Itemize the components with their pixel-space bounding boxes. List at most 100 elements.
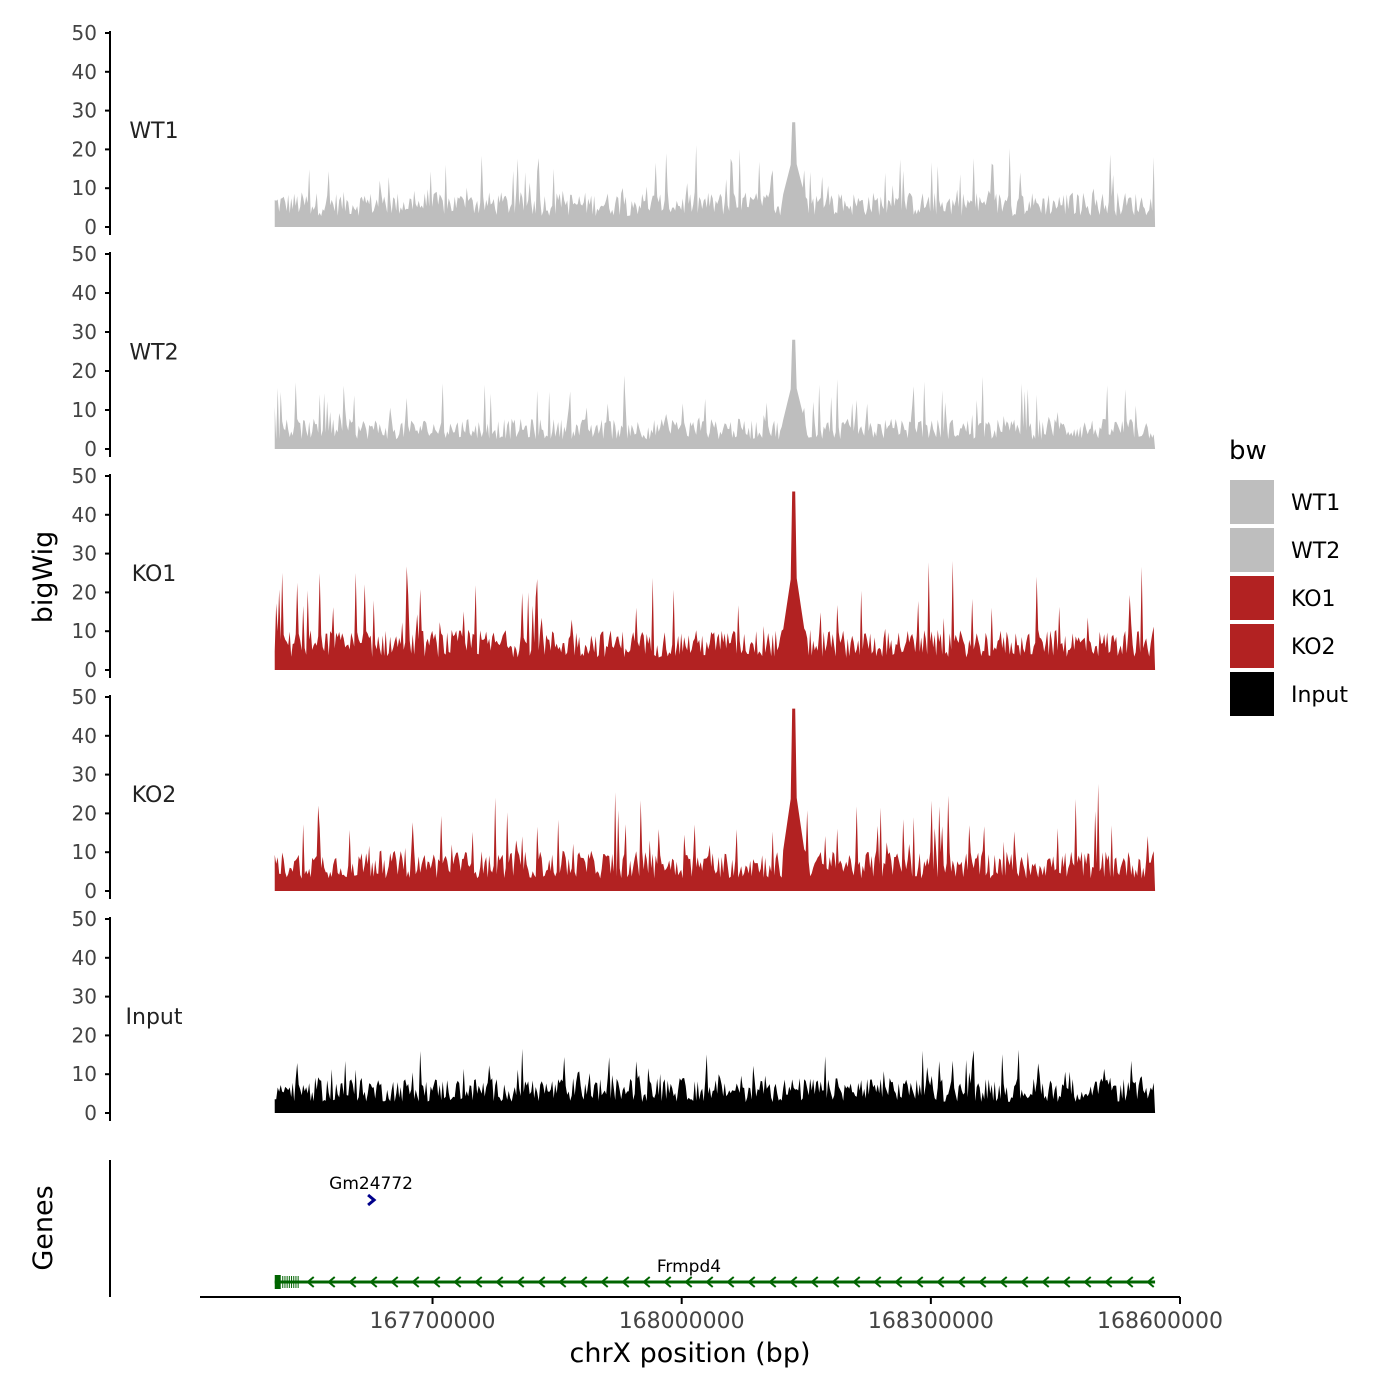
gene-strand-arrow <box>999 1276 1008 1288</box>
y-tick-label: 0 <box>84 437 97 461</box>
y-tick-label: 10 <box>72 398 97 422</box>
y-tick-label: 30 <box>72 320 97 344</box>
track-panel-wt2: 0 10 20 30 40 50 WT2 <box>72 242 1156 461</box>
gene-strand-arrow <box>1062 1276 1071 1288</box>
y-tick-label: 50 <box>72 685 97 709</box>
gene-strand-arrow <box>642 1276 651 1288</box>
gene-strand-arrow <box>1125 1276 1134 1288</box>
signal-area-input <box>274 1048 1156 1113</box>
gene-label: Gm24772 <box>329 1174 413 1194</box>
legend-swatch-wt2 <box>1230 528 1274 572</box>
gene-strand-arrow <box>367 1193 377 1207</box>
genes-panel-title: Genes <box>28 1185 59 1270</box>
gene-strand-arrow <box>621 1276 630 1288</box>
gene-strand-arrow <box>1104 1276 1113 1288</box>
gene-strand-arrow <box>789 1276 798 1288</box>
legend-label: Input <box>1291 683 1348 708</box>
gene-strand-arrow <box>453 1276 462 1288</box>
signal-area-ko2 <box>274 708 1156 891</box>
track-label: KO1 <box>132 562 177 587</box>
gene-strand-arrow <box>306 1276 315 1288</box>
y-tick-label: 10 <box>72 840 97 864</box>
y-tick-label: 10 <box>72 176 97 200</box>
y-tick-label: 30 <box>72 985 97 1009</box>
genes-panel: Genes Gm24772 Frmpd4 <box>28 1160 1156 1297</box>
gene-strand-arrow <box>1020 1276 1029 1288</box>
y-tick-label: 40 <box>72 503 97 527</box>
gene-strand-arrow <box>390 1276 399 1288</box>
x-tick-label: 168000000 <box>619 1309 745 1334</box>
y-tick-label: 40 <box>72 946 97 970</box>
track-label: WT1 <box>129 119 178 144</box>
gene-strand-arrow <box>1041 1276 1050 1288</box>
signal-area-wt1 <box>274 122 1156 227</box>
y-tick-label: 0 <box>84 1101 97 1125</box>
track-label: Input <box>126 1005 183 1030</box>
gene-strand-arrow <box>726 1276 735 1288</box>
gene-strand-arrow <box>495 1276 504 1288</box>
gene-strand-arrow <box>600 1276 609 1288</box>
y-tick-label: 20 <box>72 359 97 383</box>
y-tick-label: 30 <box>72 763 97 787</box>
y-tick-label: 50 <box>72 907 97 931</box>
gene-strand-arrow <box>873 1276 882 1288</box>
y-tick-label: 30 <box>72 99 97 123</box>
gene-strand-arrow <box>537 1276 546 1288</box>
signal-area-ko1 <box>274 491 1156 670</box>
y-tick-label: 0 <box>84 879 97 903</box>
x-tick-label: 168600000 <box>1097 1309 1223 1334</box>
gene-strand-arrow <box>579 1276 588 1288</box>
gene-strand-arrow <box>747 1276 756 1288</box>
y-tick-label: 0 <box>84 215 97 239</box>
gene-strand-arrow <box>852 1276 861 1288</box>
gene-strand-arrow <box>558 1276 567 1288</box>
y-tick-label: 40 <box>72 281 97 305</box>
track-panel-ko1: 0 10 20 30 40 50 KO1 <box>72 464 1156 682</box>
x-tick-label: 167700000 <box>370 1309 496 1334</box>
gene-strand-arrow <box>474 1276 483 1288</box>
y-tick-label: 0 <box>84 658 97 682</box>
legend: bw WT1 WT2 KO1 KO2 Input <box>1229 436 1348 716</box>
gene-strand-arrow <box>411 1276 420 1288</box>
gene-exon <box>274 1275 281 1289</box>
legend-swatch-input <box>1230 672 1274 716</box>
y-tick-label: 20 <box>72 1023 97 1047</box>
gene-strand-arrow <box>516 1276 525 1288</box>
gene-strand-arrow <box>978 1276 987 1288</box>
legend-label: KO2 <box>1291 635 1336 660</box>
gene-strand-arrow <box>768 1276 777 1288</box>
signal-tracks: 0 10 20 30 40 50 WT1 0 10 20 30 40 50 WT2 0 10 20 30 40 50 K… <box>72 21 1156 1125</box>
legend-label: WT2 <box>1291 539 1340 564</box>
gene-strand-arrow <box>831 1276 840 1288</box>
signal-area-wt2 <box>274 339 1156 449</box>
gene-strand-arrow <box>663 1276 672 1288</box>
track-panel-ko2: 0 10 20 30 40 50 KO2 <box>72 685 1156 903</box>
gene-strand-arrow <box>1146 1276 1155 1288</box>
gene-strand-arrow <box>684 1276 693 1288</box>
legend-title: bw <box>1229 436 1267 466</box>
gene-strand-arrow <box>369 1276 378 1288</box>
y-tick-label: 40 <box>72 60 97 84</box>
gene-strand-arrow <box>810 1276 819 1288</box>
legend-swatch-ko1 <box>1230 576 1274 620</box>
y-tick-label: 20 <box>72 137 97 161</box>
gene-strand-arrow <box>705 1276 714 1288</box>
y-tick-label: 50 <box>72 464 97 488</box>
y-tick-label: 50 <box>72 242 97 266</box>
track-label: WT2 <box>129 341 178 366</box>
x-axis-title: chrX position (bp) <box>569 1338 810 1369</box>
legend-label: KO1 <box>1291 587 1336 612</box>
y-tick-label: 20 <box>72 801 97 825</box>
y-tick-label: 40 <box>72 724 97 748</box>
gene-strand-arrow <box>348 1276 357 1288</box>
gene-label: Frmpd4 <box>657 1257 721 1277</box>
x-axis: chrX position (bp) 167700000 168000000 168… <box>200 1296 1223 1369</box>
y-axis-title-group: bigWig <box>28 531 59 624</box>
gene-gm24772: Gm24772 <box>329 1174 413 1207</box>
gene-strand-arrow <box>936 1276 945 1288</box>
gene-strand-arrow <box>1083 1276 1092 1288</box>
y-axis-title: bigWig <box>28 531 59 624</box>
gene-strand-arrow <box>894 1276 903 1288</box>
y-tick-label: 50 <box>72 21 97 45</box>
legend-swatch-ko2 <box>1230 624 1274 668</box>
